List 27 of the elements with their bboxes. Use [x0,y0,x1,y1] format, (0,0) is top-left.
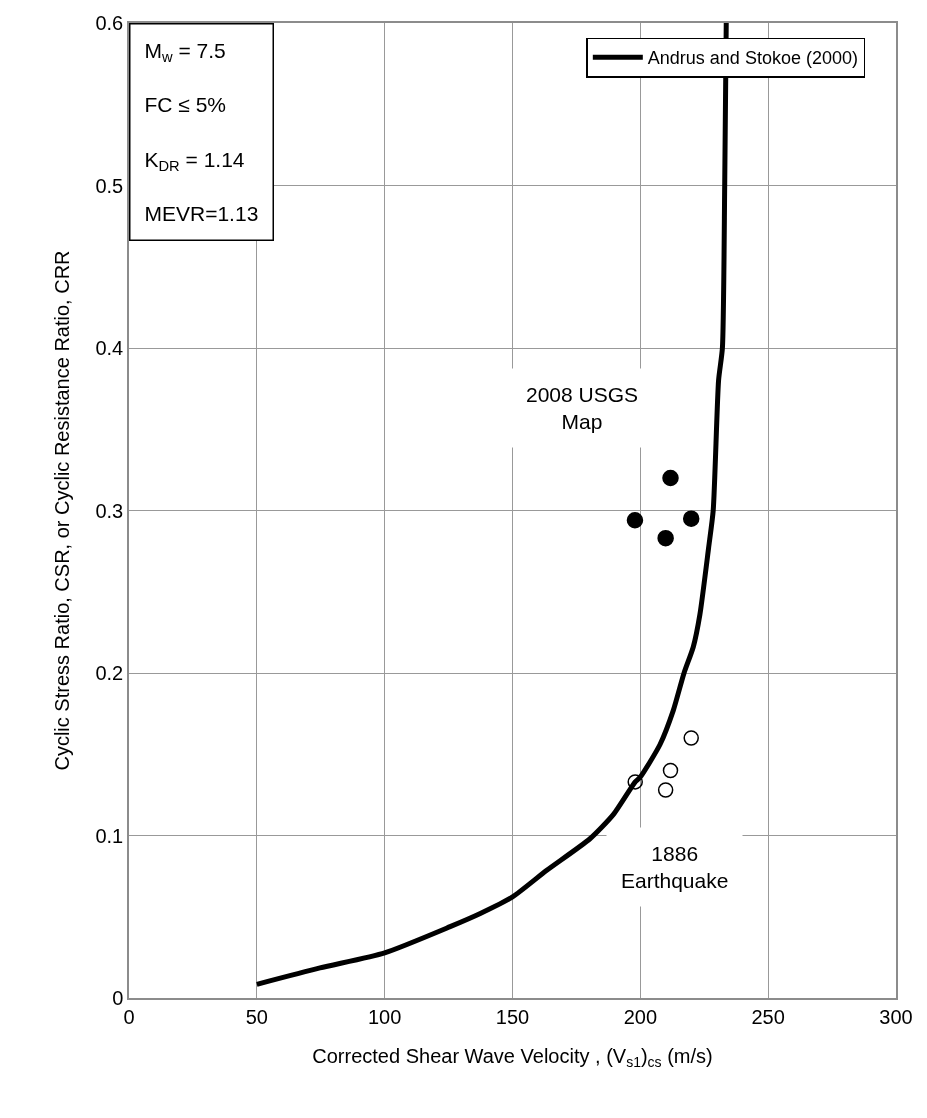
y-tick-label: 0.5 [95,174,124,197]
x-tick-label: 150 [495,1005,530,1028]
x-tick-label: 50 [245,1005,268,1028]
x-tick-label: 250 [751,1005,785,1028]
annotation: 1886 Earthquake [621,842,729,893]
annotation: 2008 USGS Map [526,383,639,434]
y-tick-label: 0.6 [95,12,124,34]
point [662,469,679,487]
y-tick-label: 0.2 [95,662,124,684]
point [657,529,674,547]
y-tick-label: 0.4 [95,337,124,359]
x-tick-label: 300 [879,1005,913,1028]
x-tick-label: 100 [367,1005,402,1028]
point [683,730,699,746]
x-tick-label: 200 [623,1005,658,1028]
y-tick-label: 0.3 [95,499,124,522]
y-tick-label: 0.1 [95,824,124,847]
x-axis-title: Corrected Shear Wave Velocity , (V$_{s1}$)$_{cs}$ (m/s) [312,1044,713,1070]
legend-label: Andrus and Stokoe (2000) [647,48,858,69]
point [627,774,643,790]
text: M$_{w}$ = 7.5 FC ≤ 5% K$_{DR}$ = 1.14 MEVR=1.13 [144,38,259,226]
point [662,762,679,779]
y-tick-label: 0 [112,987,124,1009]
y-axis-title: Cyclic Stress Ratio, CSR, or Cyclic Resistance Ratio, CRR [51,250,74,771]
point [682,510,700,527]
point [626,512,644,529]
point [657,782,674,798]
